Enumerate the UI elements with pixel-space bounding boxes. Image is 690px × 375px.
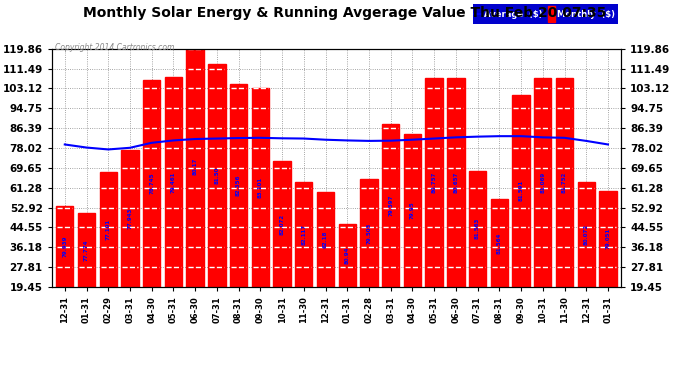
Bar [548,6,555,22]
Text: 79.051: 79.051 [605,228,611,249]
Text: 62.18: 62.18 [323,231,328,248]
Text: 81.069: 81.069 [540,172,545,193]
Bar [99,172,117,333]
Bar [382,124,400,333]
Text: 79.597: 79.597 [388,195,393,216]
Bar [273,161,290,333]
Bar [447,78,464,333]
Bar [360,179,377,333]
Text: 82.356: 82.356 [236,175,241,196]
Text: 78.745: 78.745 [149,173,154,194]
Text: 79.461: 79.461 [171,171,176,193]
Bar [252,87,269,333]
Bar [578,182,595,333]
Bar [56,206,73,333]
Text: 82.117: 82.117 [302,224,306,245]
Bar [121,150,139,333]
Text: 77.943: 77.943 [128,208,132,230]
Text: 81.563: 81.563 [475,218,480,239]
Text: 77.774: 77.774 [84,239,89,261]
Bar [404,134,421,333]
Text: 80.94: 80.94 [345,247,350,264]
Text: 80.757: 80.757 [432,172,437,193]
Text: 83.101: 83.101 [258,177,263,198]
Text: 77.101: 77.101 [106,219,110,240]
Bar [534,78,551,333]
Text: Average  ($): Average ($) [484,10,543,18]
Bar [186,45,204,333]
Text: 81.564: 81.564 [497,232,502,254]
Bar [513,94,530,333]
Bar [469,171,486,333]
Bar [339,224,356,333]
Text: 79.95: 79.95 [410,201,415,219]
Text: Monthly Solar Energy & Running Avgerage Value Thu Feb 20 07:35: Monthly Solar Energy & Running Avgerage … [83,6,607,20]
Text: 80.657: 80.657 [453,172,458,193]
Bar [78,213,95,333]
Text: 82.072: 82.072 [279,213,284,234]
Bar [165,77,182,333]
Text: 81.50: 81.50 [215,166,219,184]
Bar [426,78,443,333]
Bar [295,182,313,333]
Bar [600,191,617,333]
Bar [491,199,508,333]
Text: Monthly  ($): Monthly ($) [557,10,615,18]
Text: 80.17: 80.17 [193,157,197,174]
Text: 81.752: 81.752 [562,172,567,193]
Text: 79.939: 79.939 [62,236,68,257]
Bar [208,64,226,333]
Text: Copyright 2014 Cartronics.com: Copyright 2014 Cartronics.com [55,43,175,52]
Bar [143,80,160,333]
Bar [317,192,334,333]
Text: 80.072: 80.072 [584,224,589,245]
Text: 79.503: 79.503 [366,222,371,243]
Bar [556,78,573,333]
Text: 81.591: 81.591 [519,180,524,201]
Bar [230,84,247,333]
